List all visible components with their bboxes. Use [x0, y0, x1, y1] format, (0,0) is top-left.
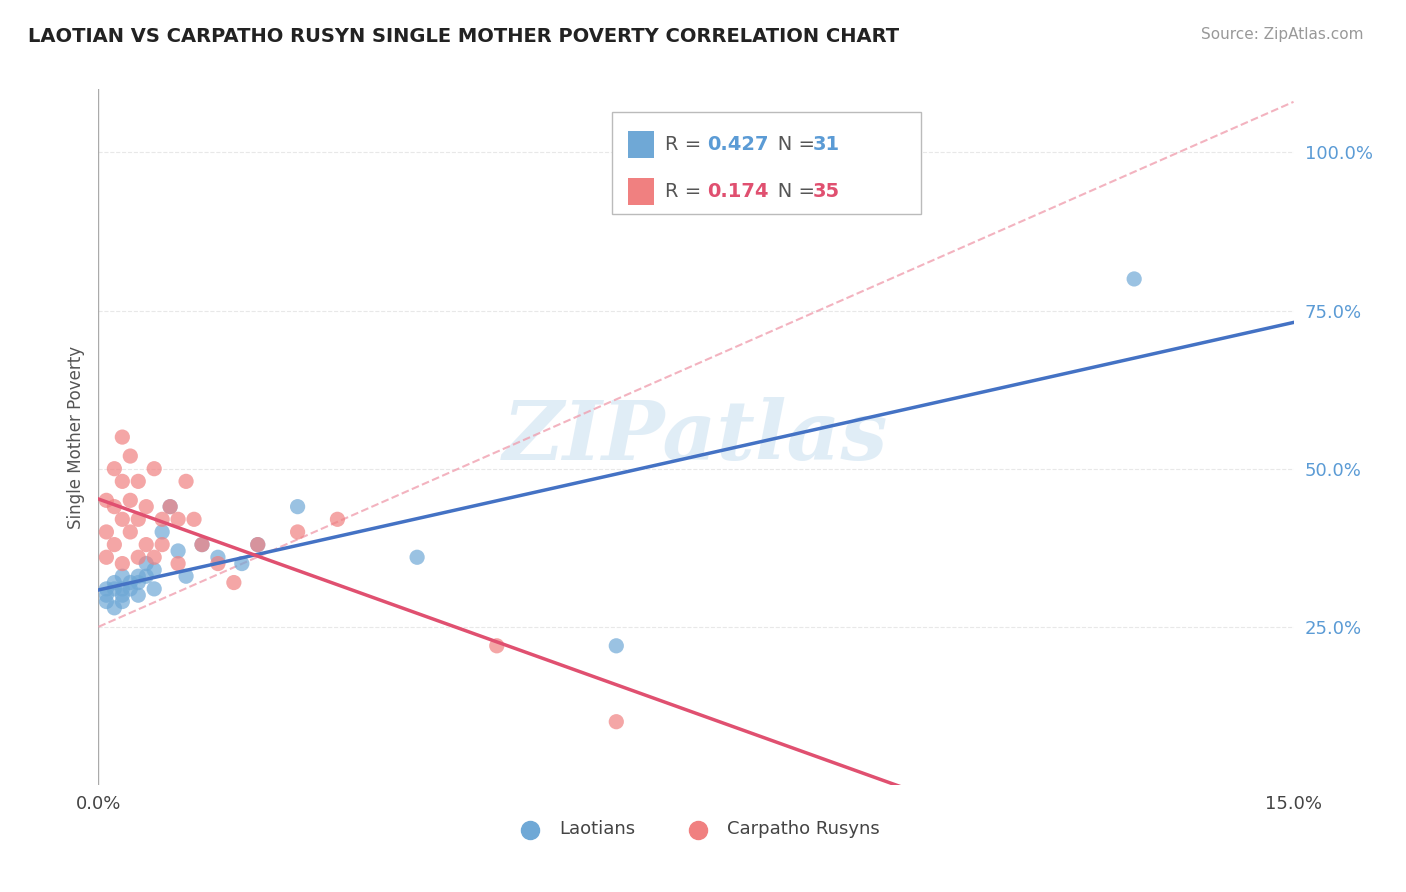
Point	[406, 550, 429, 565]
Point	[191, 538, 214, 552]
Point	[183, 512, 205, 526]
Point	[135, 500, 157, 514]
Point	[287, 524, 309, 539]
Point	[143, 461, 166, 475]
Point	[485, 639, 508, 653]
Point	[111, 582, 134, 596]
Point	[174, 475, 197, 489]
Point	[111, 512, 134, 526]
Point	[246, 538, 269, 552]
Point	[231, 557, 253, 571]
Point	[287, 500, 309, 514]
Text: 0.174: 0.174	[707, 182, 769, 201]
Point	[135, 569, 157, 583]
Text: Source: ZipAtlas.com: Source: ZipAtlas.com	[1201, 27, 1364, 42]
Y-axis label: Single Mother Poverty: Single Mother Poverty	[66, 345, 84, 529]
Point	[96, 588, 118, 602]
Point	[103, 575, 125, 590]
Point	[103, 600, 125, 615]
Point	[127, 512, 149, 526]
Point	[111, 475, 134, 489]
Text: R =: R =	[665, 182, 707, 201]
Point	[127, 588, 149, 602]
Point	[127, 569, 149, 583]
Point	[1123, 272, 1146, 286]
Point	[120, 449, 142, 463]
Text: ZIPatlas: ZIPatlas	[503, 397, 889, 477]
Text: N =: N =	[759, 135, 821, 153]
Point	[111, 430, 134, 444]
Point	[96, 524, 118, 539]
Point	[159, 500, 181, 514]
Text: LAOTIAN VS CARPATHO RUSYN SINGLE MOTHER POVERTY CORRELATION CHART: LAOTIAN VS CARPATHO RUSYN SINGLE MOTHER …	[28, 27, 900, 45]
Point	[143, 563, 166, 577]
Point	[96, 550, 118, 565]
Point	[111, 569, 134, 583]
Point	[127, 575, 149, 590]
Point	[96, 493, 118, 508]
Point	[96, 582, 118, 596]
Point	[159, 500, 181, 514]
Point	[120, 493, 142, 508]
Point	[127, 550, 149, 565]
Point	[167, 512, 190, 526]
Point	[127, 475, 149, 489]
Point	[246, 538, 269, 552]
Text: 31: 31	[813, 135, 839, 153]
Text: 0.427: 0.427	[707, 135, 769, 153]
Point	[167, 544, 190, 558]
Point	[120, 582, 142, 596]
Point	[120, 575, 142, 590]
Point	[96, 594, 118, 608]
Point	[111, 588, 134, 602]
Point	[167, 557, 190, 571]
Point	[103, 461, 125, 475]
Point	[326, 512, 349, 526]
Point	[150, 538, 173, 552]
Point	[111, 557, 134, 571]
Text: N =: N =	[759, 182, 821, 201]
Point	[207, 557, 229, 571]
Point	[103, 500, 125, 514]
Point	[143, 582, 166, 596]
Point	[103, 538, 125, 552]
Point	[135, 538, 157, 552]
Point	[222, 575, 245, 590]
Point	[605, 714, 627, 729]
Point	[150, 524, 173, 539]
Point	[103, 582, 125, 596]
Text: R =: R =	[665, 135, 707, 153]
Point	[135, 557, 157, 571]
Point	[150, 512, 173, 526]
Point	[143, 550, 166, 565]
Text: 35: 35	[813, 182, 839, 201]
Legend: Laotians, Carpatho Rusyns: Laotians, Carpatho Rusyns	[505, 814, 887, 846]
Point	[111, 594, 134, 608]
Point	[174, 569, 197, 583]
Point	[605, 639, 627, 653]
Point	[120, 524, 142, 539]
Point	[207, 550, 229, 565]
Point	[191, 538, 214, 552]
